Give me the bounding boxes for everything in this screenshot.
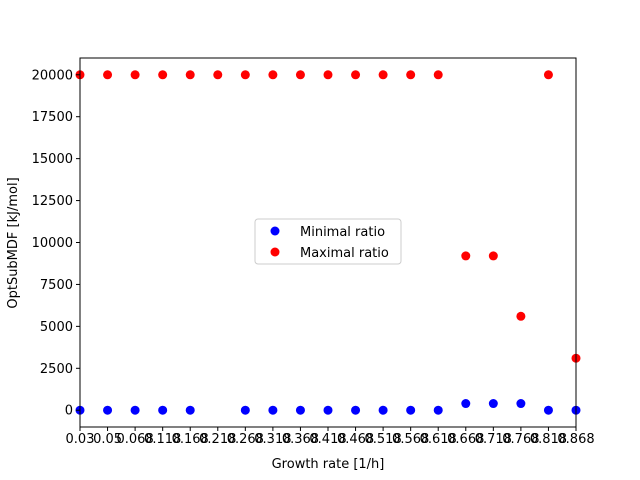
minimal-ratio-point bbox=[461, 399, 471, 409]
minimal-ratio-point bbox=[268, 405, 278, 415]
x-tick-label: 0.568 bbox=[392, 432, 429, 447]
x-tick-label: 0.068 bbox=[117, 432, 154, 447]
legend-label: Minimal ratio bbox=[300, 225, 385, 240]
y-tick-label: 15000 bbox=[32, 152, 73, 167]
legend: Minimal ratio Maximal ratio bbox=[254, 218, 402, 265]
x-tick-label: 0.218 bbox=[199, 432, 236, 447]
minimal-ratio-point bbox=[240, 405, 250, 415]
minimal-ratio-point bbox=[158, 405, 168, 415]
x-tick-label: 0.168 bbox=[172, 432, 209, 447]
maximal-ratio-point bbox=[130, 70, 140, 80]
minimal-ratio-point bbox=[295, 405, 305, 415]
maximal-ratio-point bbox=[213, 70, 223, 80]
y-tick-label: 2500 bbox=[40, 362, 73, 377]
minimal-ratio-point bbox=[103, 405, 113, 415]
maximal-ratio-point bbox=[406, 70, 416, 80]
maximal-ratio-point bbox=[543, 70, 553, 80]
minimal-ratio-point bbox=[406, 405, 416, 415]
maximal-ratio-point bbox=[240, 70, 250, 80]
y-axis: 0 2500 5000 7500 10000 12500 15000 17500 20000 bbox=[32, 68, 80, 419]
x-tick-label: 0.418 bbox=[309, 432, 346, 447]
maximal-ratio-point bbox=[185, 70, 195, 80]
y-tick-label: 10000 bbox=[32, 236, 73, 251]
minimal-ratio-point bbox=[351, 405, 361, 415]
legend-marker bbox=[270, 247, 280, 257]
maximal-ratio-point bbox=[378, 70, 388, 80]
x-tick-label: 0.668 bbox=[447, 432, 484, 447]
minimal-ratio-point bbox=[130, 405, 140, 415]
minimal-ratio-point bbox=[323, 405, 333, 415]
x-tick-label: 0.368 bbox=[282, 432, 319, 447]
x-tick-label: 0.818 bbox=[530, 432, 567, 447]
x-tick-label: 0.03 bbox=[66, 432, 95, 447]
maximal-ratio-point bbox=[351, 70, 361, 80]
chart-marks bbox=[75, 70, 581, 415]
y-axis-title: OptSubMDF [kJ/mol] bbox=[6, 177, 21, 308]
maximal-ratio-point bbox=[433, 70, 443, 80]
minimal-ratio-point bbox=[378, 405, 388, 415]
y-tick-label: 12500 bbox=[32, 194, 73, 209]
y-tick-label: 7500 bbox=[40, 278, 73, 293]
minimal-ratio-point bbox=[185, 405, 195, 415]
x-tick-label: 0.318 bbox=[254, 432, 291, 447]
x-axis-title: Growth rate [1/h] bbox=[272, 457, 385, 472]
minimal-ratio-point bbox=[488, 399, 498, 409]
maximal-ratio-point bbox=[488, 251, 498, 261]
x-tick-label: 0.268 bbox=[227, 432, 264, 447]
legend-label: Maximal ratio bbox=[300, 246, 389, 261]
minimal-ratio-point bbox=[543, 405, 553, 415]
x-tick-label: 0.868 bbox=[557, 432, 594, 447]
legend-marker bbox=[270, 226, 280, 236]
minimal-ratio-point bbox=[433, 405, 443, 415]
maximal-ratio-point bbox=[461, 251, 471, 261]
minimal-ratio-point bbox=[516, 399, 526, 409]
x-tick-label: 0.518 bbox=[365, 432, 402, 447]
maximal-ratio-point bbox=[103, 70, 113, 80]
x-tick-label: 0.718 bbox=[475, 432, 512, 447]
x-tick-label: 0.468 bbox=[337, 432, 374, 447]
maximal-ratio-point bbox=[323, 70, 333, 80]
y-tick-label: 17500 bbox=[32, 110, 73, 125]
x-axis: 0.030.050.0680.1180.1680.2180.2680.3180.… bbox=[66, 427, 595, 447]
x-tick-label: 0.618 bbox=[420, 432, 457, 447]
y-tick-label: 20000 bbox=[32, 68, 73, 83]
maximal-ratio-point bbox=[158, 70, 168, 80]
x-tick-label: 0.05 bbox=[93, 432, 122, 447]
maximal-ratio-point bbox=[295, 70, 305, 80]
maximal-ratio-point bbox=[516, 311, 526, 321]
y-tick-label: 5000 bbox=[40, 320, 73, 335]
legend-box bbox=[254, 218, 402, 265]
x-tick-label: 0.768 bbox=[502, 432, 539, 447]
x-tick-label: 0.118 bbox=[144, 432, 181, 447]
y-tick-label: 0 bbox=[65, 404, 73, 419]
maximal-ratio-point bbox=[268, 70, 278, 80]
